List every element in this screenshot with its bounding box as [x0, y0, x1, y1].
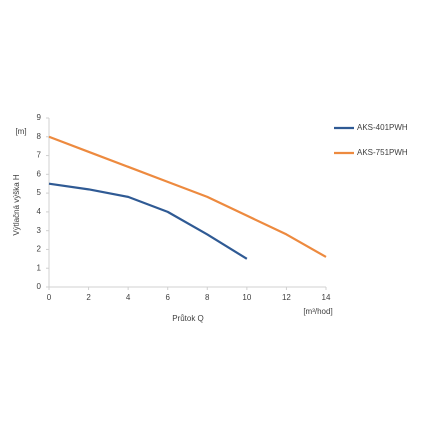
- x-tick-label: 4: [126, 293, 131, 302]
- y-tick-label: 0: [37, 282, 42, 291]
- y-tick-label: 9: [37, 113, 42, 122]
- x-axis-label: Průtok Q: [172, 314, 204, 323]
- y-tick-label: 5: [37, 188, 42, 197]
- x-unit: [m³/hod]: [303, 307, 332, 316]
- x-tick-label: 8: [205, 293, 210, 302]
- y-tick-label: 4: [37, 207, 42, 216]
- y-axis-label: Výtlačná výška H: [12, 174, 21, 236]
- x-tick-label: 14: [322, 293, 331, 302]
- y-tick-label: 2: [37, 245, 42, 254]
- series-line: [48, 135, 327, 258]
- y-tick-label: 7: [37, 151, 42, 160]
- legend-label: AKS-751PWH: [357, 148, 408, 157]
- y-tick-label: 6: [37, 169, 42, 178]
- x-tick-label: 10: [242, 293, 251, 302]
- y-tick-label: 8: [37, 132, 42, 141]
- x-tick-label: 6: [165, 293, 170, 302]
- legend-label: AKS-401PWH: [357, 123, 408, 132]
- y-tick-label: 1: [37, 263, 42, 272]
- y-tick-label: 3: [37, 226, 42, 235]
- x-tick-label: 0: [47, 293, 52, 302]
- x-tick-label: 12: [282, 293, 291, 302]
- series-line: [48, 182, 248, 260]
- x-tick-label: 2: [86, 293, 91, 302]
- y-unit: [m]: [15, 127, 26, 136]
